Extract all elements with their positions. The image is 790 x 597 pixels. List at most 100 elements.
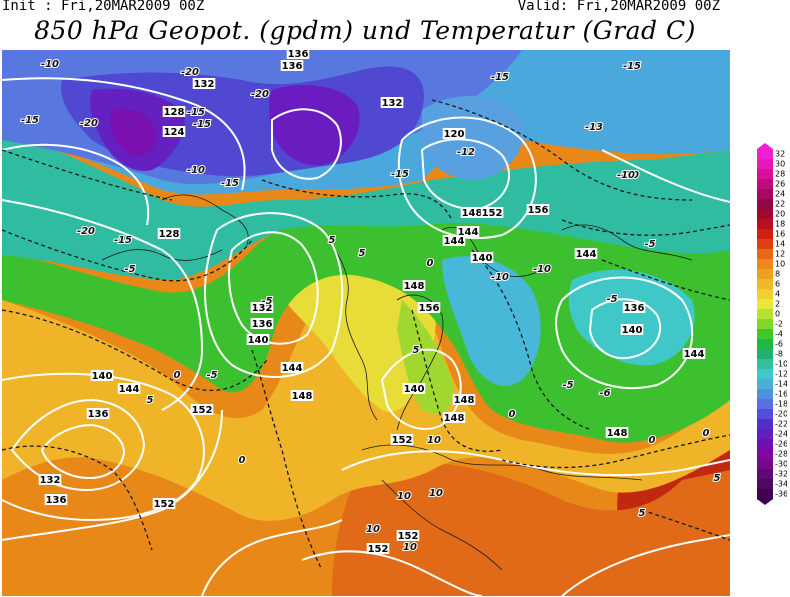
svg-text:140: 140	[404, 384, 425, 395]
height-label: 140	[90, 370, 114, 382]
height-label: 140	[402, 383, 426, 395]
svg-text:0: 0	[509, 409, 516, 420]
height-label: 120	[442, 128, 466, 140]
svg-text:148: 148	[462, 208, 483, 219]
svg-text:-13: -13	[585, 122, 603, 133]
temp-zone-purple-east	[269, 85, 360, 166]
height-label: 132	[38, 474, 62, 486]
svg-text:-20: -20	[181, 67, 199, 78]
svg-text:152: 152	[368, 544, 389, 555]
svg-text:128: 128	[164, 107, 185, 118]
colorbar-swatch	[757, 179, 773, 190]
temperature-label: -12	[456, 146, 476, 159]
colorbar-tick-label: 14	[775, 240, 785, 249]
temperature-label: -20	[250, 88, 270, 101]
svg-text:136: 136	[252, 319, 273, 330]
svg-text:-15: -15	[491, 72, 509, 83]
svg-text:-15: -15	[221, 178, 239, 189]
temperature-label: -15	[20, 114, 40, 127]
colorbar-tick-label: -10	[775, 360, 787, 369]
temperature-label: -5	[605, 293, 618, 306]
temperature-label: -5	[205, 369, 218, 382]
svg-text:-5: -5	[562, 380, 573, 391]
svg-text:-20: -20	[251, 89, 269, 100]
colorbar-tick-label: -6	[775, 340, 783, 349]
svg-text:-5: -5	[124, 264, 135, 275]
svg-text:5: 5	[359, 248, 366, 259]
colorbar-tick-label: -16	[775, 390, 787, 399]
colorbar-tick-label: -28	[775, 450, 787, 459]
height-label: 156	[526, 204, 550, 216]
svg-text:144: 144	[576, 249, 597, 260]
coastlines	[101, 194, 693, 571]
svg-text:10: 10	[427, 435, 441, 446]
svg-text:-10: -10	[41, 59, 59, 70]
colorbar-bottom-arrow	[757, 499, 773, 505]
colorbar-swatch	[757, 319, 773, 330]
temperature-label: -15	[622, 60, 642, 73]
svg-text:-15: -15	[391, 169, 409, 180]
svg-text:-10: -10	[187, 165, 205, 176]
svg-text:-10: -10	[621, 170, 639, 181]
temperature-label: -10	[616, 169, 636, 182]
svg-text:156: 156	[419, 303, 440, 314]
svg-text:148: 148	[292, 391, 313, 402]
colorbar-swatch	[757, 209, 773, 220]
colorbar-swatch	[757, 289, 773, 300]
svg-text:128: 128	[159, 229, 180, 240]
svg-text:-10: -10	[533, 264, 551, 275]
svg-text:140: 140	[92, 371, 113, 382]
height-label: 148	[605, 427, 629, 439]
colorbar-tick-label: 2	[775, 300, 780, 309]
svg-text:-20: -20	[77, 226, 95, 237]
height-label: 152	[390, 434, 414, 446]
svg-text:140: 140	[622, 325, 643, 336]
colorbar-tick-label: -8	[775, 350, 783, 359]
temperature-label: -13	[584, 121, 604, 134]
colorbar-swatch	[757, 349, 773, 360]
svg-text:132: 132	[382, 98, 403, 109]
temperature-label: 10	[428, 487, 444, 500]
temperature-label: 10	[396, 490, 412, 503]
colorbar-tick-label: -12	[775, 370, 787, 379]
temperature-label: 5	[638, 507, 647, 520]
colorbar-swatch	[757, 269, 773, 280]
svg-text:5: 5	[147, 395, 154, 406]
svg-text:-5: -5	[644, 239, 655, 250]
height-label: 144	[682, 348, 706, 360]
colorbar-tick-label: -30	[775, 460, 787, 469]
colorbar-tick-label: 8	[775, 270, 780, 279]
svg-text:0: 0	[649, 435, 656, 446]
colorbar-swatch	[757, 479, 773, 490]
svg-text:132: 132	[252, 303, 273, 314]
svg-text:10: 10	[397, 491, 411, 502]
svg-text:0: 0	[703, 428, 710, 439]
colorbar-tick-label: 24	[775, 190, 785, 199]
temperature-label: 10	[426, 434, 442, 447]
temp-zone-violet	[110, 108, 157, 157]
temperature-label: 0	[426, 257, 435, 270]
svg-text:136: 136	[282, 61, 303, 72]
height-label: 148	[290, 390, 314, 402]
temperature-label: -10	[490, 271, 510, 284]
svg-text:0: 0	[427, 258, 434, 269]
temperature-label: 0	[508, 408, 517, 421]
temperature-label: 0	[648, 434, 657, 447]
svg-text:144: 144	[684, 349, 705, 360]
svg-text:5: 5	[413, 345, 420, 356]
svg-text:144: 144	[458, 227, 479, 238]
temperature-label: -15	[192, 118, 212, 131]
svg-text:156: 156	[528, 205, 549, 216]
colorbar-tick-label: 12	[775, 250, 785, 259]
colorbar-tick-label: 4	[775, 290, 780, 299]
svg-text:0: 0	[239, 455, 246, 466]
colorbar-swatch	[757, 379, 773, 390]
colorbar-tick-label: 10	[775, 260, 785, 269]
height-label: 148	[452, 394, 476, 406]
height-label: 132	[380, 97, 404, 109]
height-label: 132	[250, 302, 274, 314]
svg-text:152: 152	[398, 531, 419, 542]
temperature-label: -20	[79, 117, 99, 130]
svg-text:5: 5	[639, 508, 646, 519]
colorbar-swatch	[757, 159, 773, 170]
